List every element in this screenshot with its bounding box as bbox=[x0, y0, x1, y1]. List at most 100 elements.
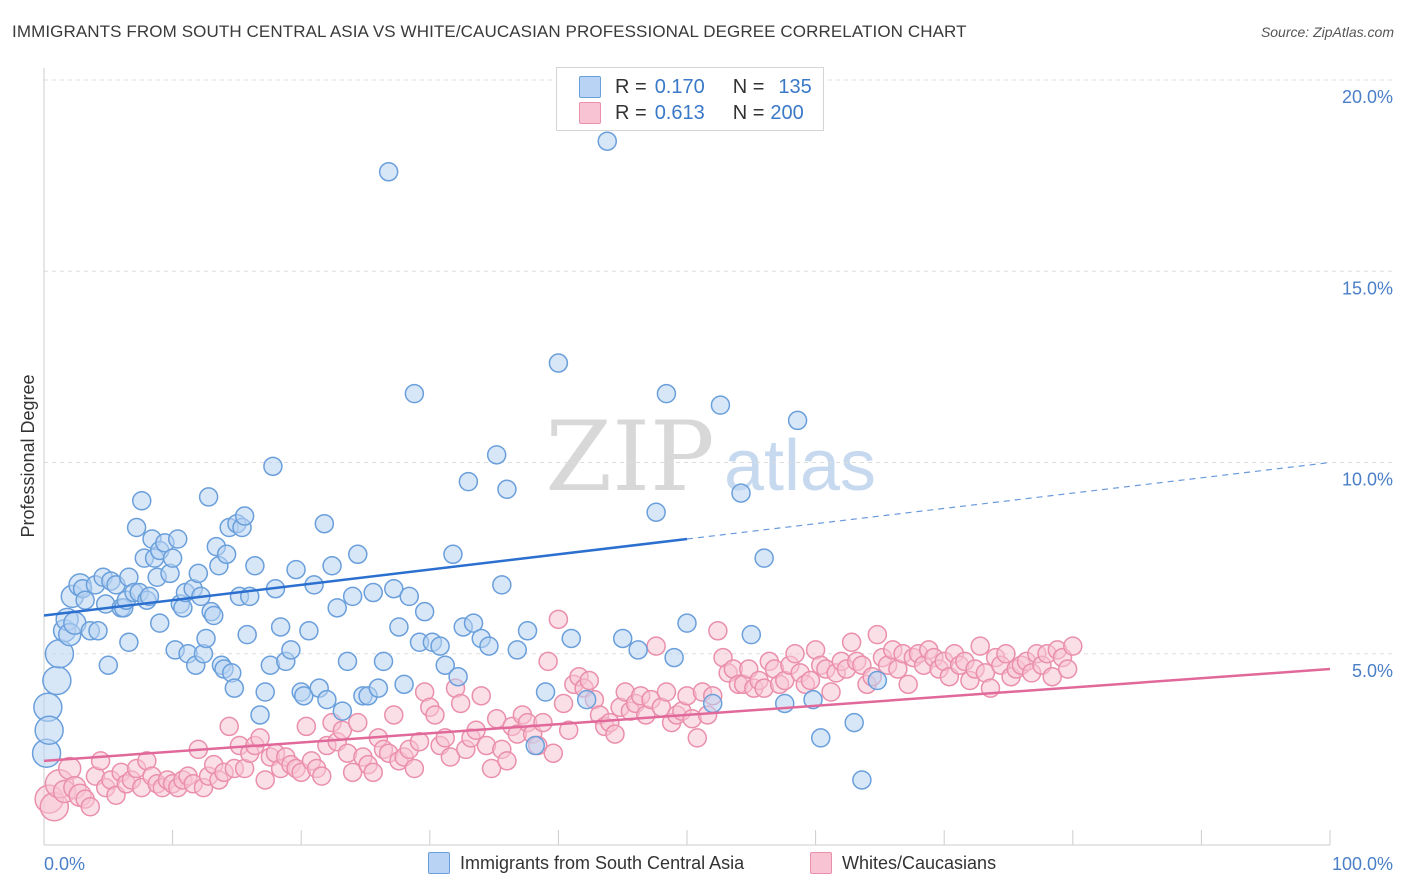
immigrants-point bbox=[448, 666, 468, 687]
immigrants-point bbox=[263, 456, 283, 477]
legend-r-value: 0.170 bbox=[654, 75, 705, 98]
whites-point bbox=[450, 693, 471, 714]
whites-point bbox=[708, 621, 728, 641]
legend-n-label: N = bbox=[732, 101, 765, 124]
immigrants-point bbox=[322, 556, 342, 576]
whites-point bbox=[404, 758, 425, 779]
legend-item-immigrants[interactable]: Immigrants from South Central Asia bbox=[428, 852, 744, 874]
y-tick-label: 5.0% bbox=[1352, 661, 1393, 681]
immigrants-point bbox=[404, 383, 425, 404]
immigrants-point bbox=[368, 678, 389, 698]
immigrants-point bbox=[702, 693, 723, 714]
immigrants-point bbox=[162, 548, 183, 568]
correlation-legend: R = 0.170 N = 135 R = 0.613 N = 200 bbox=[556, 67, 824, 131]
immigrants-point bbox=[731, 483, 751, 503]
whites-point bbox=[363, 762, 383, 783]
immigrants-point bbox=[348, 544, 368, 565]
immigrants-trend-extension bbox=[686, 461, 1331, 540]
immigrants-point bbox=[250, 705, 270, 725]
whites-point bbox=[312, 766, 332, 786]
y-tick-label: 20.0% bbox=[1342, 87, 1393, 107]
immigrants-point bbox=[576, 689, 597, 710]
immigrants-point bbox=[414, 601, 435, 622]
whites-point bbox=[440, 747, 461, 767]
whites-point bbox=[558, 720, 579, 740]
whites-point bbox=[1063, 636, 1083, 656]
x-tick-label-min: 0.0% bbox=[44, 854, 85, 874]
whites-point bbox=[80, 797, 101, 817]
immigrants-point bbox=[167, 529, 188, 549]
immigrants-point bbox=[237, 624, 257, 645]
immigrants-point bbox=[363, 582, 383, 603]
whites-point bbox=[250, 728, 270, 748]
immigrants-point bbox=[198, 487, 219, 507]
legend-row-whites: R = 0.613 N = 200 bbox=[579, 100, 804, 126]
whites-point bbox=[656, 682, 677, 702]
immigrants-point bbox=[42, 665, 72, 696]
whites-point bbox=[538, 651, 558, 672]
whites-point bbox=[90, 751, 111, 771]
immigrants-point bbox=[98, 655, 119, 675]
whites-point bbox=[605, 724, 625, 744]
whites-point bbox=[579, 670, 600, 691]
immigrants-point bbox=[384, 578, 404, 599]
whites-point bbox=[296, 716, 317, 737]
watermark-zip: ZIP bbox=[545, 401, 714, 513]
immigrants-trend-line bbox=[43, 537, 688, 617]
immigrants-point bbox=[255, 682, 275, 702]
legend-r-label: R = bbox=[615, 75, 647, 98]
whites-point bbox=[471, 686, 491, 706]
immigrants-point bbox=[314, 513, 335, 534]
immigrants-point bbox=[430, 636, 450, 656]
whites-point bbox=[384, 705, 404, 725]
immigrants-point bbox=[389, 617, 409, 637]
immigrants-point bbox=[548, 353, 569, 373]
immigrants-point bbox=[204, 605, 224, 626]
immigrants-point bbox=[234, 506, 255, 526]
whites-point bbox=[785, 644, 805, 664]
immigrants-point bbox=[281, 640, 301, 660]
immigrants-point bbox=[803, 689, 823, 710]
immigrants-point bbox=[612, 628, 633, 649]
legend-swatch-pink bbox=[810, 852, 832, 874]
y-tick-labels: 5.0% 10.0% 15.0% 20.0% bbox=[1342, 87, 1393, 681]
immigrants-point bbox=[492, 575, 512, 595]
legend-swatch-blue bbox=[428, 852, 450, 874]
whites-point bbox=[1057, 659, 1078, 679]
legend-label-whites: Whites/Caucasians bbox=[842, 852, 997, 873]
immigrants-point bbox=[299, 621, 319, 641]
legend-item-whites[interactable]: Whites/Caucasians bbox=[810, 852, 996, 874]
whites-trend-line bbox=[43, 667, 1331, 763]
y-axis-label: Professional Degree bbox=[18, 374, 38, 537]
immigrants-point bbox=[327, 598, 347, 618]
immigrants-point bbox=[149, 613, 170, 633]
immigrants-point bbox=[88, 621, 108, 641]
immigrants-point bbox=[710, 395, 731, 415]
immigrants-point bbox=[497, 479, 517, 500]
immigrants-point bbox=[399, 586, 419, 607]
immigrants-point bbox=[216, 544, 237, 565]
whites-point bbox=[841, 632, 862, 653]
whites-point bbox=[800, 670, 821, 691]
whites-point bbox=[425, 705, 445, 725]
immigrants-point bbox=[317, 689, 337, 710]
legend-n-label: N = bbox=[732, 75, 765, 98]
x-tick-label-max: 100.0% bbox=[1332, 854, 1393, 874]
legend-row-immigrants: R = 0.170 N = 135 bbox=[579, 74, 812, 100]
whites-point bbox=[867, 624, 888, 645]
chart-title: IMMIGRANTS FROM SOUTH CENTRAL ASIA VS WH… bbox=[12, 22, 967, 41]
zipatlas-watermark: ZIP atlas bbox=[545, 401, 876, 513]
series-immigrants-points bbox=[31, 131, 888, 790]
whites-point bbox=[553, 693, 574, 714]
immigrants-point bbox=[342, 586, 363, 607]
immigrants-point bbox=[196, 628, 216, 649]
immigrants-point bbox=[517, 621, 538, 641]
immigrants-point bbox=[656, 383, 677, 404]
immigrants-point bbox=[286, 559, 306, 580]
immigrants-point bbox=[34, 715, 64, 745]
immigrants-point bbox=[337, 651, 358, 672]
whites-point bbox=[970, 636, 990, 656]
immigrants-point bbox=[597, 131, 618, 151]
immigrants-point bbox=[525, 735, 546, 756]
